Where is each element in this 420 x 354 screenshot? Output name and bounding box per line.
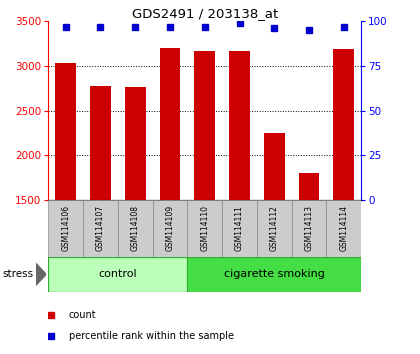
Text: GSM114111: GSM114111: [235, 205, 244, 251]
Text: GSM114110: GSM114110: [200, 205, 209, 251]
Bar: [333, 50, 354, 200]
Bar: [152, 200, 187, 257]
Bar: [55, 63, 76, 200]
Bar: [299, 173, 320, 200]
Bar: [326, 200, 361, 257]
Bar: [291, 200, 326, 257]
Text: GSM114109: GSM114109: [165, 205, 174, 251]
Bar: [222, 200, 257, 257]
Bar: [187, 257, 361, 292]
Bar: [160, 48, 181, 200]
Text: GSM114112: GSM114112: [270, 205, 279, 251]
Text: cigarette smoking: cigarette smoking: [224, 269, 325, 279]
Text: count: count: [68, 310, 96, 320]
Text: GSM114108: GSM114108: [131, 205, 140, 251]
Bar: [194, 51, 215, 200]
Text: control: control: [99, 269, 137, 279]
Text: GSM114107: GSM114107: [96, 205, 105, 251]
Title: GDS2491 / 203138_at: GDS2491 / 203138_at: [131, 7, 278, 20]
Bar: [90, 86, 111, 200]
Text: GSM114114: GSM114114: [339, 205, 348, 251]
Polygon shape: [36, 263, 46, 285]
Bar: [257, 200, 291, 257]
Bar: [48, 200, 83, 257]
Text: stress: stress: [2, 269, 33, 279]
Text: GSM114113: GSM114113: [304, 205, 314, 251]
Bar: [187, 200, 222, 257]
Bar: [125, 87, 146, 200]
Text: GSM114106: GSM114106: [61, 205, 70, 251]
Bar: [118, 200, 152, 257]
Text: percentile rank within the sample: percentile rank within the sample: [68, 331, 234, 341]
Bar: [264, 133, 285, 200]
Bar: [229, 51, 250, 200]
Bar: [83, 200, 118, 257]
Bar: [48, 257, 187, 292]
